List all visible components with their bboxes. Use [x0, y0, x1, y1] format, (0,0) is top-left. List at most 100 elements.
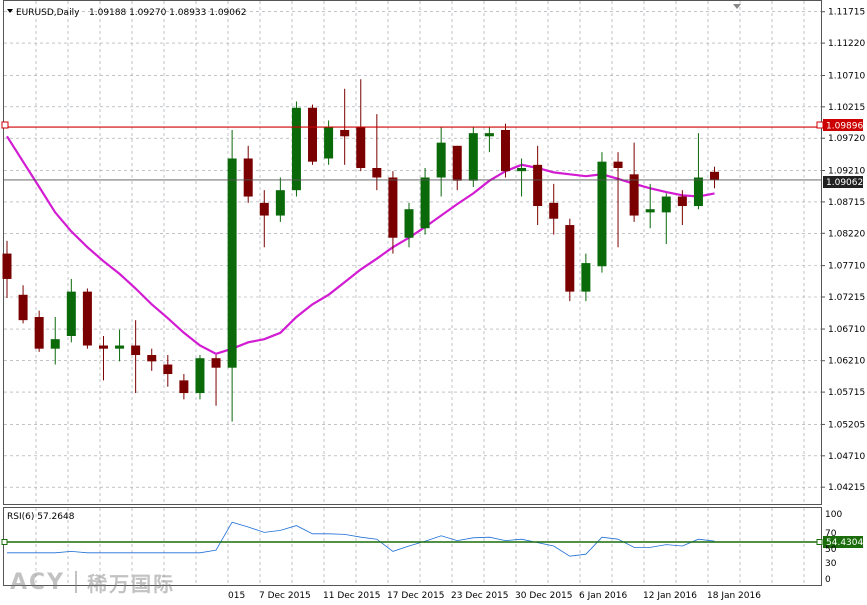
candle [452, 145, 462, 191]
candle-body [677, 196, 687, 207]
candle [533, 145, 543, 226]
candle-body [82, 291, 92, 346]
candle [324, 120, 334, 165]
candle-body [259, 202, 269, 216]
resistance-level[interactable]: 1.09896 [1, 119, 863, 132]
candle-body [661, 196, 671, 213]
price-tick-label: 1.05715 [828, 388, 865, 398]
candle [163, 355, 173, 387]
chart-header: EURUSD,Daily 1.09188 1.09270 1.08933 1.0… [7, 8, 246, 18]
candle [597, 152, 607, 273]
price-tick-label: 1.09210 [828, 167, 865, 177]
main-panel-frame [3, 0, 822, 505]
rsi-layer [7, 521, 715, 557]
candle-body [468, 133, 478, 181]
candlestick-series [2, 79, 720, 422]
price-tick-label: 1.07710 [828, 262, 865, 272]
candle-body [420, 177, 430, 229]
candle-body [147, 355, 157, 362]
candle-body [2, 253, 12, 279]
candle [275, 177, 285, 222]
current-price-tag: 1.09062 [826, 178, 863, 188]
candle-body [372, 168, 382, 178]
candle [484, 126, 494, 153]
candle [565, 218, 575, 302]
candle-body [565, 225, 575, 292]
rsi-label: RSI(6) 57.2648 [7, 512, 75, 522]
candle-body [710, 171, 720, 181]
candle-body [340, 129, 350, 137]
candle-body [275, 190, 285, 216]
candle [388, 171, 398, 254]
price-tick-label: 1.04710 [828, 452, 865, 462]
rsi-tick: 70 [825, 529, 837, 539]
candle [82, 288, 92, 349]
candle [549, 183, 559, 235]
candle-body [388, 177, 398, 238]
rsi-tick: 50 [825, 545, 837, 555]
price-tick-label: 1.06210 [828, 357, 865, 367]
date-label: 7 Dec 2015 [259, 591, 311, 601]
candle-body [581, 263, 591, 292]
date-label: 015 [228, 591, 245, 601]
date-label: 18 Jan 2016 [707, 591, 761, 601]
dropdown-arrow-icon[interactable] [7, 9, 13, 13]
candle [195, 355, 205, 400]
candle [613, 152, 623, 248]
candle [211, 355, 221, 406]
candle [66, 278, 76, 343]
rsi-tick: 0 [825, 575, 831, 585]
date-axis: 015 7 Dec 2015 11 Dec 2015 17 Dec 2015 2… [228, 591, 761, 601]
rsi-panel-frame [3, 507, 822, 586]
candle [500, 123, 510, 178]
candle [131, 320, 141, 394]
candle-body [308, 107, 318, 162]
candle [243, 145, 253, 203]
candle [693, 133, 703, 210]
price-tick-label: 1.11715 [828, 8, 865, 18]
candle-body [50, 339, 60, 349]
candle [18, 285, 28, 324]
grid-lines [4, 1, 821, 585]
candle-body [195, 358, 205, 394]
rsi-tick: 100 [825, 510, 842, 520]
candle-body [597, 161, 607, 267]
candle [98, 336, 108, 381]
candle-body [452, 145, 462, 181]
price-tick-label: 1.08220 [828, 229, 865, 239]
price-tick-label: 1.11220 [828, 39, 865, 49]
candle [420, 168, 430, 235]
price-tick-label: 1.04215 [828, 483, 865, 493]
rsi-line [7, 521, 715, 557]
moving-average-layer [6, 135, 715, 355]
candle-body [291, 107, 301, 191]
candle [2, 240, 12, 298]
price-tick-label: 1.06710 [828, 325, 865, 335]
date-label: 17 Dec 2015 [387, 591, 445, 601]
candle [629, 142, 639, 222]
date-label: 23 Dec 2015 [451, 591, 509, 601]
symbol-label: EURUSD,Daily [16, 8, 80, 18]
price-tick-label: 1.09720 [828, 134, 865, 144]
current-price-level: 1.09062 [4, 176, 863, 188]
candle-body [436, 142, 446, 178]
candle-body [131, 345, 141, 356]
candle [645, 183, 655, 229]
chart-shift-marker-icon[interactable] [733, 4, 741, 9]
price-tick-label: 1.05205 [828, 420, 865, 430]
candle-body [66, 291, 76, 336]
price-tick-label: 1.07215 [828, 293, 865, 303]
date-label: 30 Dec 2015 [515, 591, 573, 601]
candle [291, 101, 301, 197]
rsi-level-line[interactable]: 54.4304 [1, 536, 863, 548]
price-tick-label: 1.10710 [828, 71, 865, 81]
candle-body [243, 158, 253, 197]
date-label: 6 Jan 2016 [579, 591, 627, 601]
candle [227, 129, 237, 422]
candle [147, 348, 157, 371]
candle [356, 79, 366, 172]
rsi-tick: 30 [825, 559, 837, 569]
candle-body [356, 126, 366, 168]
candle-body [211, 358, 221, 368]
